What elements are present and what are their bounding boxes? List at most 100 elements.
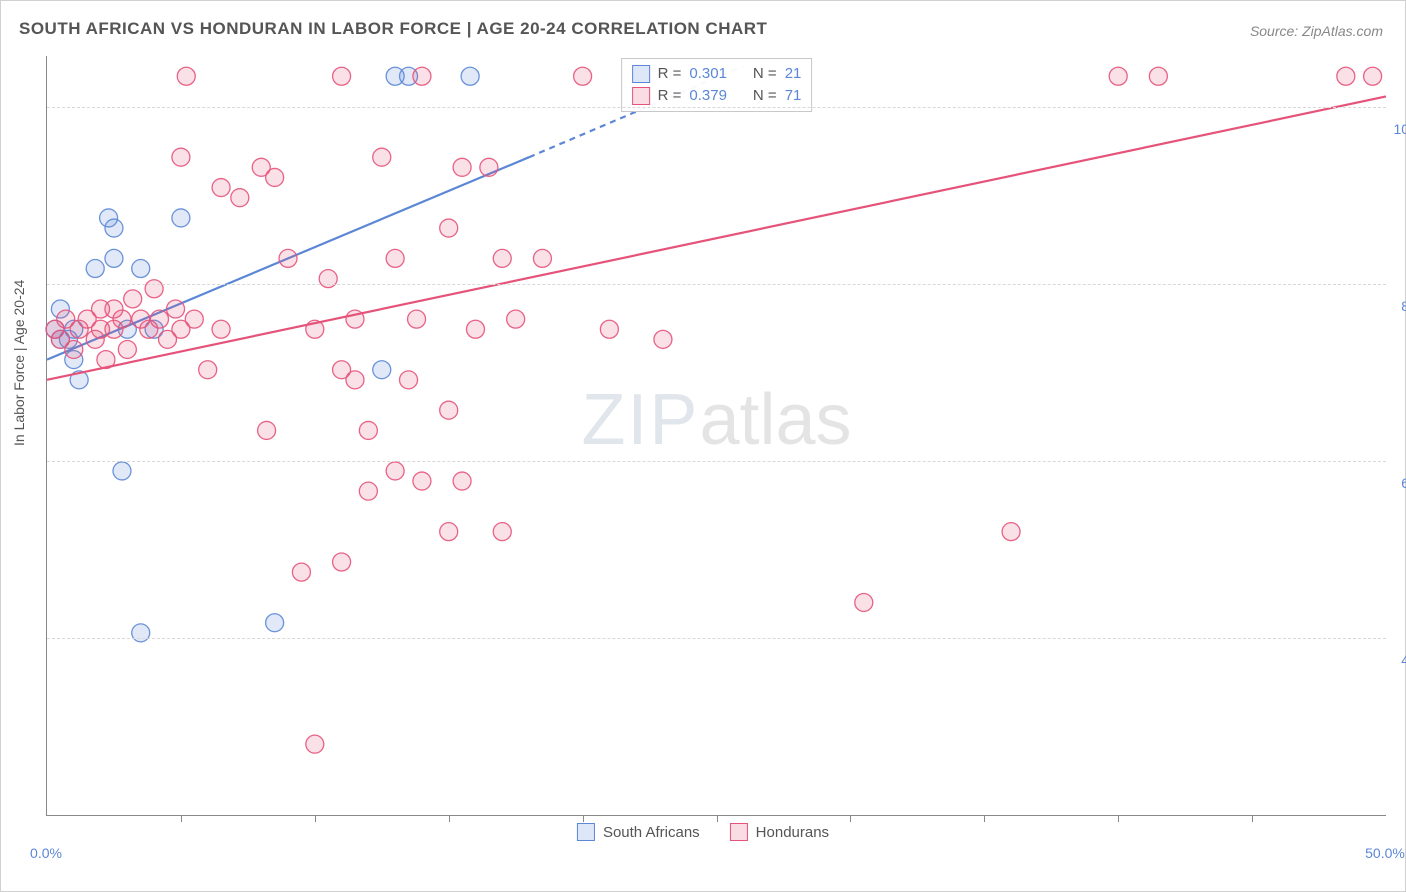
- x-tick-label: 0.0%: [30, 845, 62, 861]
- scatter-point-hondurans: [359, 421, 377, 439]
- scatter-point-south_africans: [266, 614, 284, 632]
- scatter-point-hondurans: [400, 371, 418, 389]
- stats-r-label: R =: [658, 85, 682, 107]
- scatter-point-hondurans: [266, 168, 284, 186]
- scatter-point-hondurans: [440, 401, 458, 419]
- scatter-point-hondurans: [177, 67, 195, 85]
- scatter-point-hondurans: [440, 523, 458, 541]
- scatter-point-hondurans: [65, 340, 83, 358]
- scatter-point-hondurans: [453, 472, 471, 490]
- scatter-point-hondurans: [359, 482, 377, 500]
- stats-row-hondurans: R = 0.379 N = 71: [632, 85, 802, 107]
- x-minor-tick: [1252, 815, 1253, 822]
- stats-r-label: R =: [658, 63, 682, 85]
- x-minor-tick: [850, 815, 851, 822]
- scatter-point-hondurans: [1109, 67, 1127, 85]
- x-minor-tick: [181, 815, 182, 822]
- scatter-point-hondurans: [574, 67, 592, 85]
- scatter-point-south_africans: [86, 260, 104, 278]
- plot-area: ZIPatlas R = 0.301N = 21R = 0.379N = 71 …: [46, 56, 1386, 816]
- scatter-point-hondurans: [413, 67, 431, 85]
- legend-swatch-hondurans: [730, 823, 748, 841]
- scatter-point-hondurans: [319, 270, 337, 288]
- scatter-point-hondurans: [1149, 67, 1167, 85]
- scatter-point-hondurans: [1337, 67, 1355, 85]
- stats-r-value: 0.301: [689, 63, 727, 85]
- scatter-point-south_africans: [105, 249, 123, 267]
- legend-label: South Africans: [603, 824, 700, 841]
- scatter-point-hondurans: [231, 189, 249, 207]
- y-axis-label: In Labor Force | Age 20-24: [11, 280, 27, 446]
- scatter-point-south_africans: [105, 219, 123, 237]
- y-tick-label: 47.5%: [1401, 652, 1406, 668]
- scatter-point-hondurans: [373, 148, 391, 166]
- scatter-point-south_africans: [373, 361, 391, 379]
- scatter-point-hondurans: [185, 310, 203, 328]
- stats-n-value: 21: [785, 63, 802, 85]
- scatter-point-hondurans: [466, 320, 484, 338]
- legend-item-hondurans[interactable]: Hondurans: [730, 823, 829, 841]
- scatter-point-hondurans: [212, 320, 230, 338]
- stats-n-label: N =: [753, 63, 777, 85]
- scatter-point-hondurans: [145, 280, 163, 298]
- legend-item-south_africans[interactable]: South Africans: [577, 823, 700, 841]
- scatter-point-south_africans: [461, 67, 479, 85]
- scatter-point-hondurans: [386, 462, 404, 480]
- scatter-point-hondurans: [172, 148, 190, 166]
- stats-r-value: 0.379: [689, 85, 727, 107]
- swatch-south_africans: [632, 65, 650, 83]
- scatter-point-hondurans: [533, 249, 551, 267]
- scatter-point-hondurans: [199, 361, 217, 379]
- scatter-point-hondurans: [306, 735, 324, 753]
- stats-legend-box: R = 0.301 N = 21 R = 0.379 N = 71: [621, 58, 813, 112]
- y-tick-label: 100.0%: [1394, 121, 1406, 137]
- chart-source: Source: ZipAtlas.com: [1250, 23, 1383, 39]
- scatter-point-hondurans: [600, 320, 618, 338]
- scatter-point-hondurans: [167, 300, 185, 318]
- legend-swatch-south_africans: [577, 823, 595, 841]
- regression-line-hondurans: [47, 96, 1386, 379]
- scatter-point-hondurans: [118, 340, 136, 358]
- scatter-point-hondurans: [346, 371, 364, 389]
- stats-n-value: 71: [785, 85, 802, 107]
- scatter-point-hondurans: [480, 158, 498, 176]
- scatter-svg: [47, 56, 1386, 815]
- scatter-point-hondurans: [279, 249, 297, 267]
- scatter-point-hondurans: [654, 330, 672, 348]
- gridline-h: [47, 284, 1386, 285]
- x-minor-tick: [583, 815, 584, 822]
- scatter-point-south_africans: [172, 209, 190, 227]
- x-minor-tick: [717, 815, 718, 822]
- scatter-point-hondurans: [855, 593, 873, 611]
- x-minor-tick: [984, 815, 985, 822]
- swatch-hondurans: [632, 87, 650, 105]
- legend-label: Hondurans: [756, 824, 829, 841]
- scatter-point-hondurans: [124, 290, 142, 308]
- scatter-point-hondurans: [212, 179, 230, 197]
- x-minor-tick: [449, 815, 450, 822]
- chart-title: SOUTH AFRICAN VS HONDURAN IN LABOR FORCE…: [19, 19, 767, 39]
- chart-container: SOUTH AFRICAN VS HONDURAN IN LABOR FORCE…: [0, 0, 1406, 892]
- scatter-point-hondurans: [292, 563, 310, 581]
- scatter-point-hondurans: [150, 310, 168, 328]
- scatter-point-hondurans: [453, 158, 471, 176]
- scatter-point-hondurans: [333, 67, 351, 85]
- gridline-h: [47, 638, 1386, 639]
- scatter-point-hondurans: [493, 523, 511, 541]
- stats-n-label: N =: [753, 85, 777, 107]
- scatter-point-hondurans: [408, 310, 426, 328]
- y-tick-label: 65.0%: [1401, 475, 1406, 491]
- scatter-point-hondurans: [507, 310, 525, 328]
- scatter-point-south_africans: [132, 260, 150, 278]
- scatter-point-hondurans: [258, 421, 276, 439]
- scatter-point-hondurans: [493, 249, 511, 267]
- scatter-point-hondurans: [1364, 67, 1382, 85]
- scatter-point-hondurans: [1002, 523, 1020, 541]
- stats-row-south_africans: R = 0.301 N = 21: [632, 63, 802, 85]
- scatter-point-hondurans: [386, 249, 404, 267]
- gridline-h: [47, 461, 1386, 462]
- gridline-h: [47, 107, 1386, 108]
- x-minor-tick: [315, 815, 316, 822]
- x-tick-label: 50.0%: [1365, 845, 1405, 861]
- scatter-point-hondurans: [333, 553, 351, 571]
